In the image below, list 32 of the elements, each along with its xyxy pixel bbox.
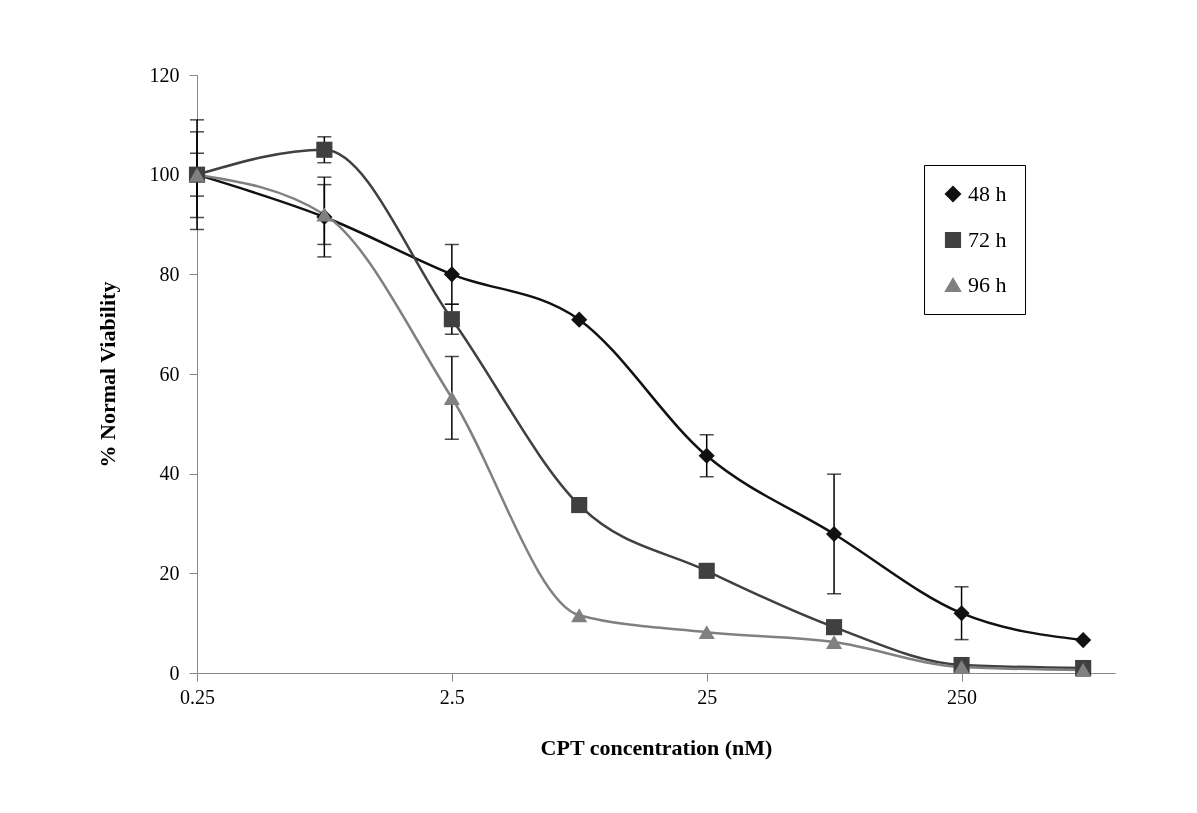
point: [953, 660, 970, 674]
y-tick-label: 20: [159, 561, 180, 584]
x-tick-label: 2.5: [439, 685, 465, 708]
point: [443, 390, 460, 405]
point: [825, 619, 843, 636]
x-tick-label: 0.25: [180, 685, 215, 708]
y-tick-label: 80: [159, 262, 180, 285]
point: [571, 608, 588, 623]
point: [825, 525, 843, 543]
point: [698, 562, 715, 579]
legend-label: 48 h: [968, 181, 1007, 206]
point: [698, 625, 715, 640]
y-tick-label: 0: [169, 661, 180, 684]
x-tick-label: 25: [697, 685, 718, 708]
point: [316, 141, 333, 158]
y-tick-label: 100: [149, 163, 180, 186]
y-tick-label: 60: [159, 362, 180, 385]
point: [571, 311, 588, 328]
y-axis-title: % Normal Viability: [94, 281, 120, 468]
x-axis-title: CPT concentration (nM): [540, 734, 773, 760]
point: [698, 447, 715, 464]
y-tick-label: 40: [159, 462, 180, 485]
point: [443, 311, 460, 328]
x-tick-label: 250: [947, 685, 978, 708]
point: [316, 207, 333, 222]
point: [953, 605, 970, 622]
point: [825, 635, 843, 650]
legend-label: 72 h: [968, 227, 1007, 252]
point: [443, 266, 460, 283]
point: [571, 497, 588, 514]
legend-label: 96 h: [968, 272, 1007, 297]
y-tick-label: 120: [149, 63, 180, 86]
